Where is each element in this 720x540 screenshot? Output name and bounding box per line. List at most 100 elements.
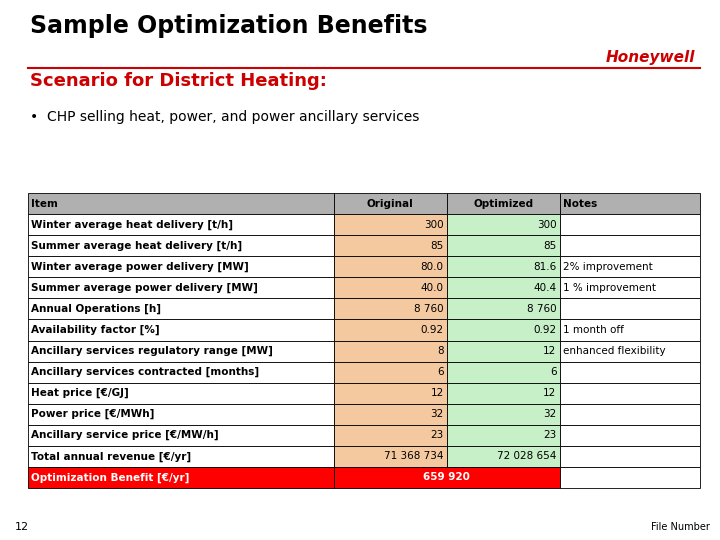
Bar [28, 362, 334, 383]
Text: 300: 300 [537, 220, 557, 229]
Bar [28, 299, 334, 320]
Bar [28, 277, 334, 299]
Text: 40.0: 40.0 [420, 283, 444, 293]
Bar [559, 193, 700, 214]
Bar [559, 235, 700, 256]
Bar [334, 214, 446, 235]
Bar [334, 425, 446, 446]
Text: 0.92: 0.92 [420, 325, 444, 335]
Bar [334, 256, 446, 277]
Text: 71 368 734: 71 368 734 [384, 451, 444, 461]
Bar [28, 320, 334, 341]
Text: Availability factor [%]: Availability factor [%] [31, 325, 160, 335]
Bar [28, 235, 334, 256]
Bar [334, 193, 446, 214]
Text: •  CHP selling heat, power, and power ancillary services: • CHP selling heat, power, and power anc… [30, 110, 419, 124]
Bar [334, 299, 446, 320]
Text: Sample Optimization Benefits: Sample Optimization Benefits [30, 14, 428, 38]
Text: 40.4: 40.4 [534, 283, 557, 293]
Bar [446, 277, 559, 299]
Bar [559, 256, 700, 277]
Text: 8 760: 8 760 [414, 304, 444, 314]
Text: Summer average heat delivery [t/h]: Summer average heat delivery [t/h] [31, 240, 242, 251]
Bar [559, 341, 700, 362]
Text: 81.6: 81.6 [534, 262, 557, 272]
Text: 23: 23 [431, 430, 444, 440]
Bar [446, 256, 559, 277]
Text: 1 month off: 1 month off [562, 325, 624, 335]
Text: 72 028 654: 72 028 654 [498, 451, 557, 461]
Bar [446, 362, 559, 383]
Text: Power price [€/MWh]: Power price [€/MWh] [31, 409, 154, 420]
Text: Winter average heat delivery [t/h]: Winter average heat delivery [t/h] [31, 219, 233, 230]
Text: Original: Original [366, 199, 413, 208]
Bar [446, 446, 559, 467]
Bar [334, 235, 446, 256]
Text: Total annual revenue [€/yr]: Total annual revenue [€/yr] [31, 451, 191, 462]
Text: 85: 85 [431, 241, 444, 251]
Text: 12: 12 [544, 388, 557, 398]
Text: Ancillary service price [€/MW/h]: Ancillary service price [€/MW/h] [31, 430, 219, 441]
Bar [334, 341, 446, 362]
Text: File Number: File Number [651, 522, 710, 532]
Text: enhanced flexibility: enhanced flexibility [562, 346, 665, 356]
Text: Annual Operations [h]: Annual Operations [h] [31, 304, 161, 314]
Bar [334, 467, 559, 488]
Bar [334, 383, 446, 404]
Text: Scenario for District Heating:: Scenario for District Heating: [30, 72, 327, 90]
Bar [559, 277, 700, 299]
Text: 32: 32 [544, 409, 557, 419]
Bar [446, 214, 559, 235]
Bar [28, 467, 334, 488]
Bar [446, 320, 559, 341]
Text: 12: 12 [544, 346, 557, 356]
Bar [28, 193, 334, 214]
Bar [446, 341, 559, 362]
Text: Optimization Benefit [€/yr]: Optimization Benefit [€/yr] [31, 472, 189, 483]
Text: Item: Item [31, 199, 58, 208]
Bar [28, 383, 334, 404]
Text: 0.92: 0.92 [534, 325, 557, 335]
Text: 1 % improvement: 1 % improvement [562, 283, 655, 293]
Text: 6: 6 [437, 367, 444, 377]
Text: 2% improvement: 2% improvement [562, 262, 652, 272]
Text: Summer average power delivery [MW]: Summer average power delivery [MW] [31, 282, 258, 293]
Bar [559, 425, 700, 446]
Bar [28, 214, 334, 235]
Bar [334, 446, 446, 467]
Text: 12: 12 [431, 388, 444, 398]
Bar [334, 362, 446, 383]
Bar [446, 425, 559, 446]
Bar [334, 404, 446, 425]
Bar [28, 425, 334, 446]
Bar [559, 214, 700, 235]
Bar [446, 299, 559, 320]
Bar [28, 341, 334, 362]
Text: 300: 300 [424, 220, 444, 229]
Bar [559, 404, 700, 425]
Text: 85: 85 [544, 241, 557, 251]
Bar [559, 467, 700, 488]
Text: Heat price [€/GJ]: Heat price [€/GJ] [31, 388, 129, 399]
Text: Optimized: Optimized [473, 199, 534, 208]
Text: 659 920: 659 920 [423, 472, 470, 482]
Bar [28, 446, 334, 467]
Text: Winter average power delivery [MW]: Winter average power delivery [MW] [31, 261, 248, 272]
Bar [559, 362, 700, 383]
Bar [559, 446, 700, 467]
Bar [28, 256, 334, 277]
Bar [559, 320, 700, 341]
Text: 80.0: 80.0 [420, 262, 444, 272]
Bar [559, 299, 700, 320]
Text: Honeywell: Honeywell [606, 50, 695, 65]
Text: 32: 32 [431, 409, 444, 419]
Bar [446, 235, 559, 256]
Text: 23: 23 [544, 430, 557, 440]
Bar [446, 383, 559, 404]
Bar [446, 404, 559, 425]
Bar [334, 320, 446, 341]
Text: 12: 12 [15, 522, 29, 532]
Text: Ancillary services regulatory range [MW]: Ancillary services regulatory range [MW] [31, 346, 273, 356]
Bar [28, 404, 334, 425]
Bar [334, 277, 446, 299]
